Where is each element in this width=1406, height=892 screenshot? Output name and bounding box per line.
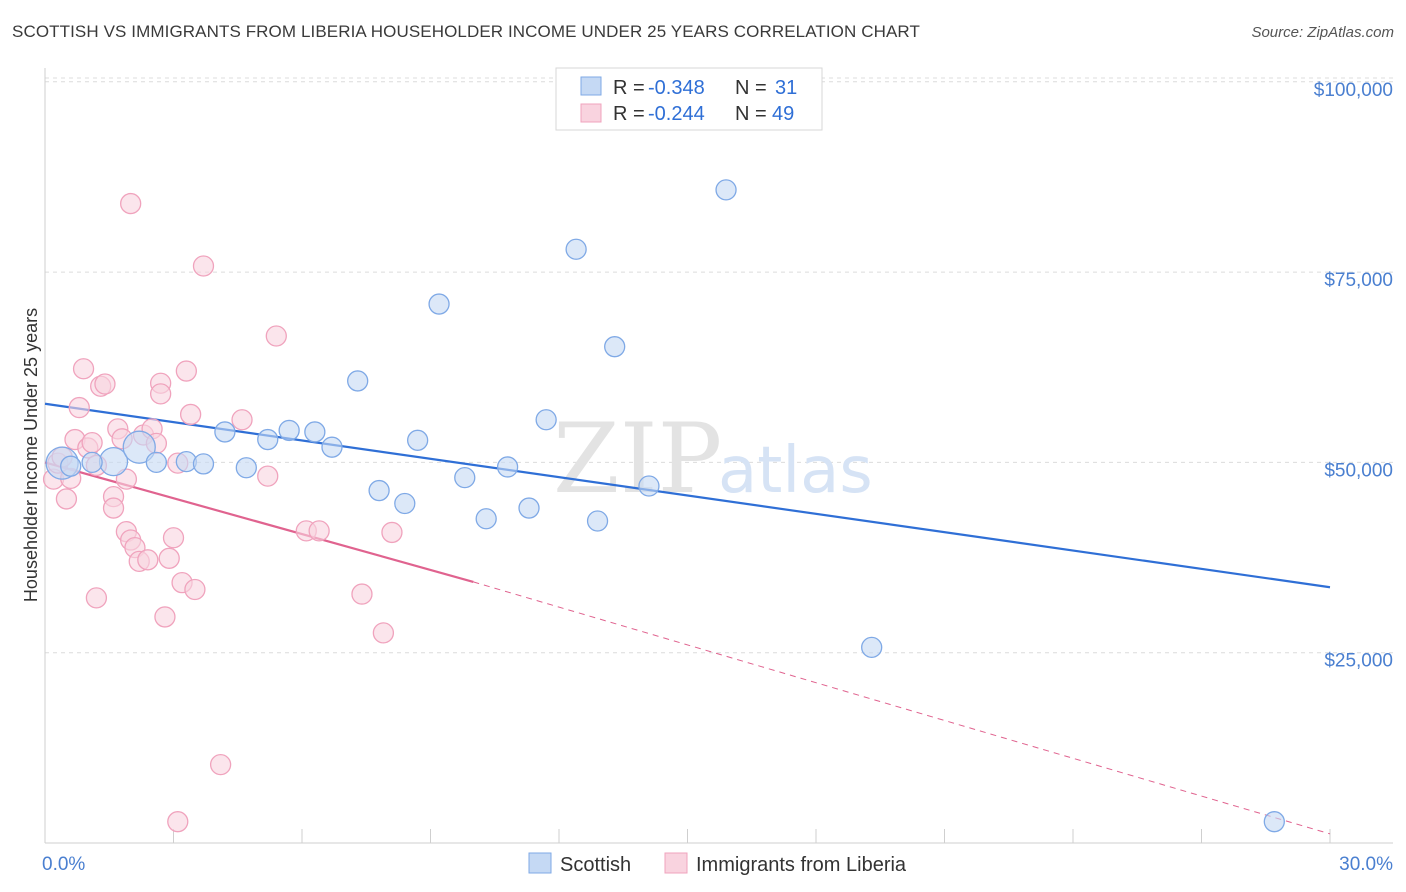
legend-r-label: R = [613,77,645,99]
scottish-point [81,451,103,474]
scottish-point [518,497,540,519]
legend-n-value: 49 [772,103,794,125]
liberia-point [308,520,330,542]
scottish-point [321,436,343,458]
liberia-point [120,192,142,215]
x-tick-label: 0.0% [42,854,85,875]
x-tick-labels: 0.0% 30.0% [42,854,1393,875]
scottish-point [145,451,168,474]
scottish-point [1263,811,1285,833]
scottish-point [60,455,82,477]
legend-label-scottish: Scottish [560,854,631,876]
liberia-point [162,527,185,549]
legend-r-value: -0.244 [648,103,705,125]
scottish-point [454,466,476,489]
legend-swatch-liberia [580,103,602,123]
scottish-point [428,293,450,315]
liberia-point [231,409,253,431]
watermark-zip: ZIP [553,403,722,515]
scottish-point [715,179,737,201]
legend-n-value: 31 [775,77,797,99]
liberia-point [81,431,103,454]
scottish-point [257,428,279,451]
scottish-point [586,510,609,532]
legend-r-label: R = [613,103,645,125]
liberia-point [351,583,373,605]
scottish-point [304,421,326,443]
source-credit: Source: ZipAtlas.com [1251,24,1394,41]
legend-n-label: N = [735,103,767,125]
legend-swatch-scottish [528,852,552,874]
scottish-point [565,238,587,260]
liberia-point [154,606,176,628]
liberia-point [55,488,78,510]
legend-label-liberia: Immigrants from Liberia [696,854,907,876]
liberia-point [257,465,279,487]
y-tick-label: $75,000 [1324,270,1393,291]
liberia-point [372,622,395,644]
scottish-point [235,457,257,479]
scottish-point [496,456,519,478]
stats-legend: R = -0.348 N = 31 R = -0.244 N = 49 [555,67,823,131]
liberia-point [209,753,232,776]
scottish-point [406,429,429,451]
liberia-point [68,396,90,419]
liberia-point [149,383,172,405]
scottish-point [604,336,626,358]
scottish-point [861,636,883,659]
liberia-point [158,547,180,569]
scottish-point [278,419,300,442]
liberia-point [179,403,202,426]
axes [44,68,1393,844]
liberia-point [85,587,108,609]
liberia-point [175,360,198,382]
scottish-point [122,430,156,464]
liberia-point [72,358,95,380]
y-tick-label: $100,000 [1314,80,1393,101]
scottish-point [535,409,557,431]
y-tick-labels: $25,000 $50,000 $75,000 $100,000 [1314,80,1393,672]
liberia-trend-extension [473,581,1331,835]
liberia-point [265,325,287,347]
liberia-point [137,549,159,571]
watermark-atlas: atlas [718,434,873,508]
y-tick-label: $50,000 [1324,460,1393,481]
legend-r-value: -0.348 [648,77,705,99]
legend-swatch-scottish [580,76,602,96]
liberia-point [381,521,403,544]
liberia-point [102,497,125,519]
series-legend: Scottish Immigrants from Liberia [528,852,907,876]
liberia-point [192,255,215,277]
scottish-point [347,370,369,392]
liberia-point [167,811,189,833]
scottish-point [192,453,215,475]
chart-title: SCOTTISH VS IMMIGRANTS FROM LIBERIA HOUS… [12,22,920,41]
y-tick-label: $25,000 [1324,651,1393,672]
scottish-point [638,475,660,497]
scottish-point [368,479,390,502]
liberia-point [115,468,138,490]
scottish-point [475,508,497,530]
scottish-point [394,492,416,515]
liberia-point [94,373,116,395]
data-points [42,179,1285,833]
y-axis-label: Householder Income Under 25 years [21,308,41,602]
legend-n-label: N = [735,77,767,99]
legend-swatch-liberia [664,852,688,874]
x-tick-label: 30.0% [1339,854,1393,875]
liberia-point [184,578,206,601]
scottish-point [214,421,236,443]
